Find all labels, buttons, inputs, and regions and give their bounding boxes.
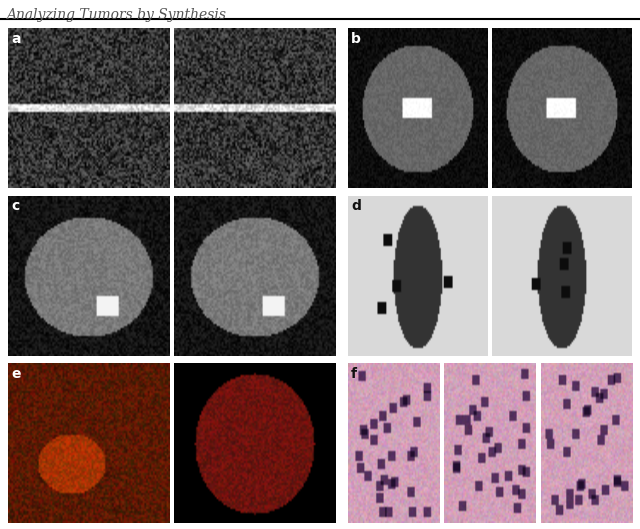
Text: d: d	[351, 199, 361, 213]
Text: b: b	[351, 32, 361, 46]
Text: c: c	[12, 199, 20, 213]
Text: Analyzing Tumors by Synthesis: Analyzing Tumors by Synthesis	[6, 8, 227, 22]
Text: e: e	[12, 367, 21, 381]
Text: a: a	[12, 32, 21, 46]
Text: f: f	[351, 367, 357, 381]
